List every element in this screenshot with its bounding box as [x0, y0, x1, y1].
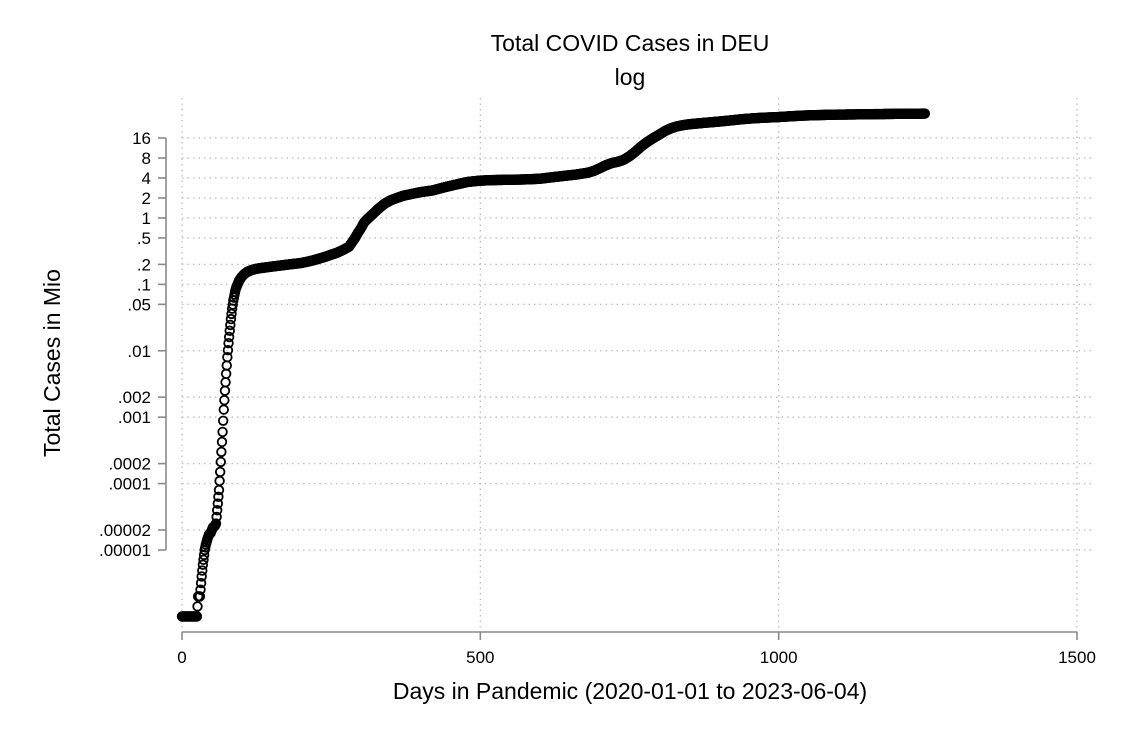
- y-tick-label: .00001: [99, 541, 151, 560]
- y-tick-label: .001: [118, 408, 151, 427]
- y-tick-label: 8: [142, 149, 151, 168]
- data-point: [919, 108, 931, 119]
- x-tick-label: 1500: [1058, 648, 1096, 667]
- y-tick-label: .002: [118, 388, 151, 407]
- data-point: [216, 446, 227, 458]
- data-point: [217, 415, 229, 426]
- data-points: [176, 108, 931, 622]
- data-point: [221, 360, 232, 371]
- data-point: [195, 577, 207, 589]
- y-tick-label: .0001: [108, 475, 151, 494]
- data-point: [196, 571, 207, 582]
- data-point: [214, 466, 226, 478]
- y-tick-label: .01: [127, 342, 151, 361]
- chart-subtitle: log: [615, 64, 646, 90]
- data-point: [212, 505, 223, 516]
- x-tick-label: 0: [177, 648, 186, 667]
- x-tick-label: 1000: [760, 648, 798, 667]
- data-point: [197, 565, 208, 576]
- data-point: [198, 554, 209, 566]
- data-point: [210, 518, 222, 529]
- y-tick-label: .5: [137, 229, 151, 248]
- data-point: [211, 511, 222, 523]
- y-tick-label: 1: [142, 209, 151, 228]
- y-tick-label: .05: [127, 295, 151, 314]
- data-point: [215, 456, 226, 468]
- data-point: [223, 338, 234, 349]
- data-point: [191, 611, 203, 622]
- data-point: [217, 426, 228, 438]
- y-tick-label: 4: [142, 169, 151, 188]
- data-point: [219, 385, 231, 396]
- data-point: [213, 491, 224, 503]
- data-point: [222, 345, 234, 356]
- y-tick-label: .2: [137, 255, 151, 274]
- y-tick-label: 16: [132, 129, 151, 148]
- data-point: [216, 436, 228, 448]
- data-point: [192, 601, 203, 612]
- x-ticks: 0 500 1000 1500: [177, 632, 1096, 667]
- data-point: [223, 331, 235, 343]
- data-point: [194, 591, 206, 602]
- data-point: [225, 313, 237, 325]
- chart-title: Total COVID Cases in DEU: [491, 30, 770, 56]
- grid-lines: [181, 98, 1095, 632]
- y-tick-label: .1: [137, 275, 151, 294]
- data-point: [195, 584, 206, 595]
- data-point: [212, 498, 224, 509]
- data-point: [225, 319, 236, 331]
- data-point: [198, 549, 210, 561]
- data-point: [219, 394, 230, 406]
- y-tick-label: .0002: [108, 455, 151, 474]
- y-ticks: .00001.00002 .0001.0002 .001.002 .01 .05.1.2…: [99, 129, 166, 560]
- x-tick-label: 500: [466, 648, 494, 667]
- data-point: [224, 325, 235, 336]
- data-point: [222, 352, 233, 363]
- x-axis-label: Days in Pandemic (2020-01-01 to 2023-06-…: [393, 678, 867, 704]
- data-point: [214, 475, 225, 487]
- data-point: [197, 559, 209, 570]
- axes: [165, 138, 1077, 633]
- data-point: [220, 377, 231, 388]
- data-point: [218, 404, 229, 415]
- y-axis-label: Total Cases in Mio: [39, 269, 65, 457]
- y-tick-label: 2: [142, 189, 151, 208]
- data-point: [227, 299, 238, 310]
- y-tick-label: .00002: [99, 521, 151, 540]
- data-point: [220, 368, 232, 380]
